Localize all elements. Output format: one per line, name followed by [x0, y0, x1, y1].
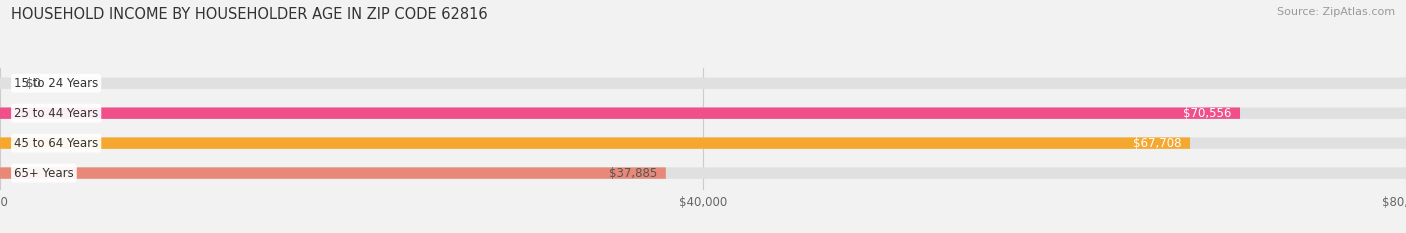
Text: 15 to 24 Years: 15 to 24 Years: [14, 77, 98, 90]
Text: $70,556: $70,556: [1182, 107, 1232, 120]
Text: Source: ZipAtlas.com: Source: ZipAtlas.com: [1277, 7, 1395, 17]
Text: $67,708: $67,708: [1133, 137, 1181, 150]
Text: 25 to 44 Years: 25 to 44 Years: [14, 107, 98, 120]
FancyBboxPatch shape: [0, 137, 1406, 149]
FancyBboxPatch shape: [0, 137, 1189, 149]
Text: HOUSEHOLD INCOME BY HOUSEHOLDER AGE IN ZIP CODE 62816: HOUSEHOLD INCOME BY HOUSEHOLDER AGE IN Z…: [11, 7, 488, 22]
Text: $37,885: $37,885: [609, 167, 657, 180]
FancyBboxPatch shape: [0, 167, 666, 179]
Text: 45 to 64 Years: 45 to 64 Years: [14, 137, 98, 150]
FancyBboxPatch shape: [0, 107, 1240, 119]
FancyBboxPatch shape: [0, 78, 1406, 89]
FancyBboxPatch shape: [0, 107, 1406, 119]
FancyBboxPatch shape: [0, 167, 1406, 179]
Text: $0: $0: [27, 77, 41, 90]
Text: 65+ Years: 65+ Years: [14, 167, 73, 180]
